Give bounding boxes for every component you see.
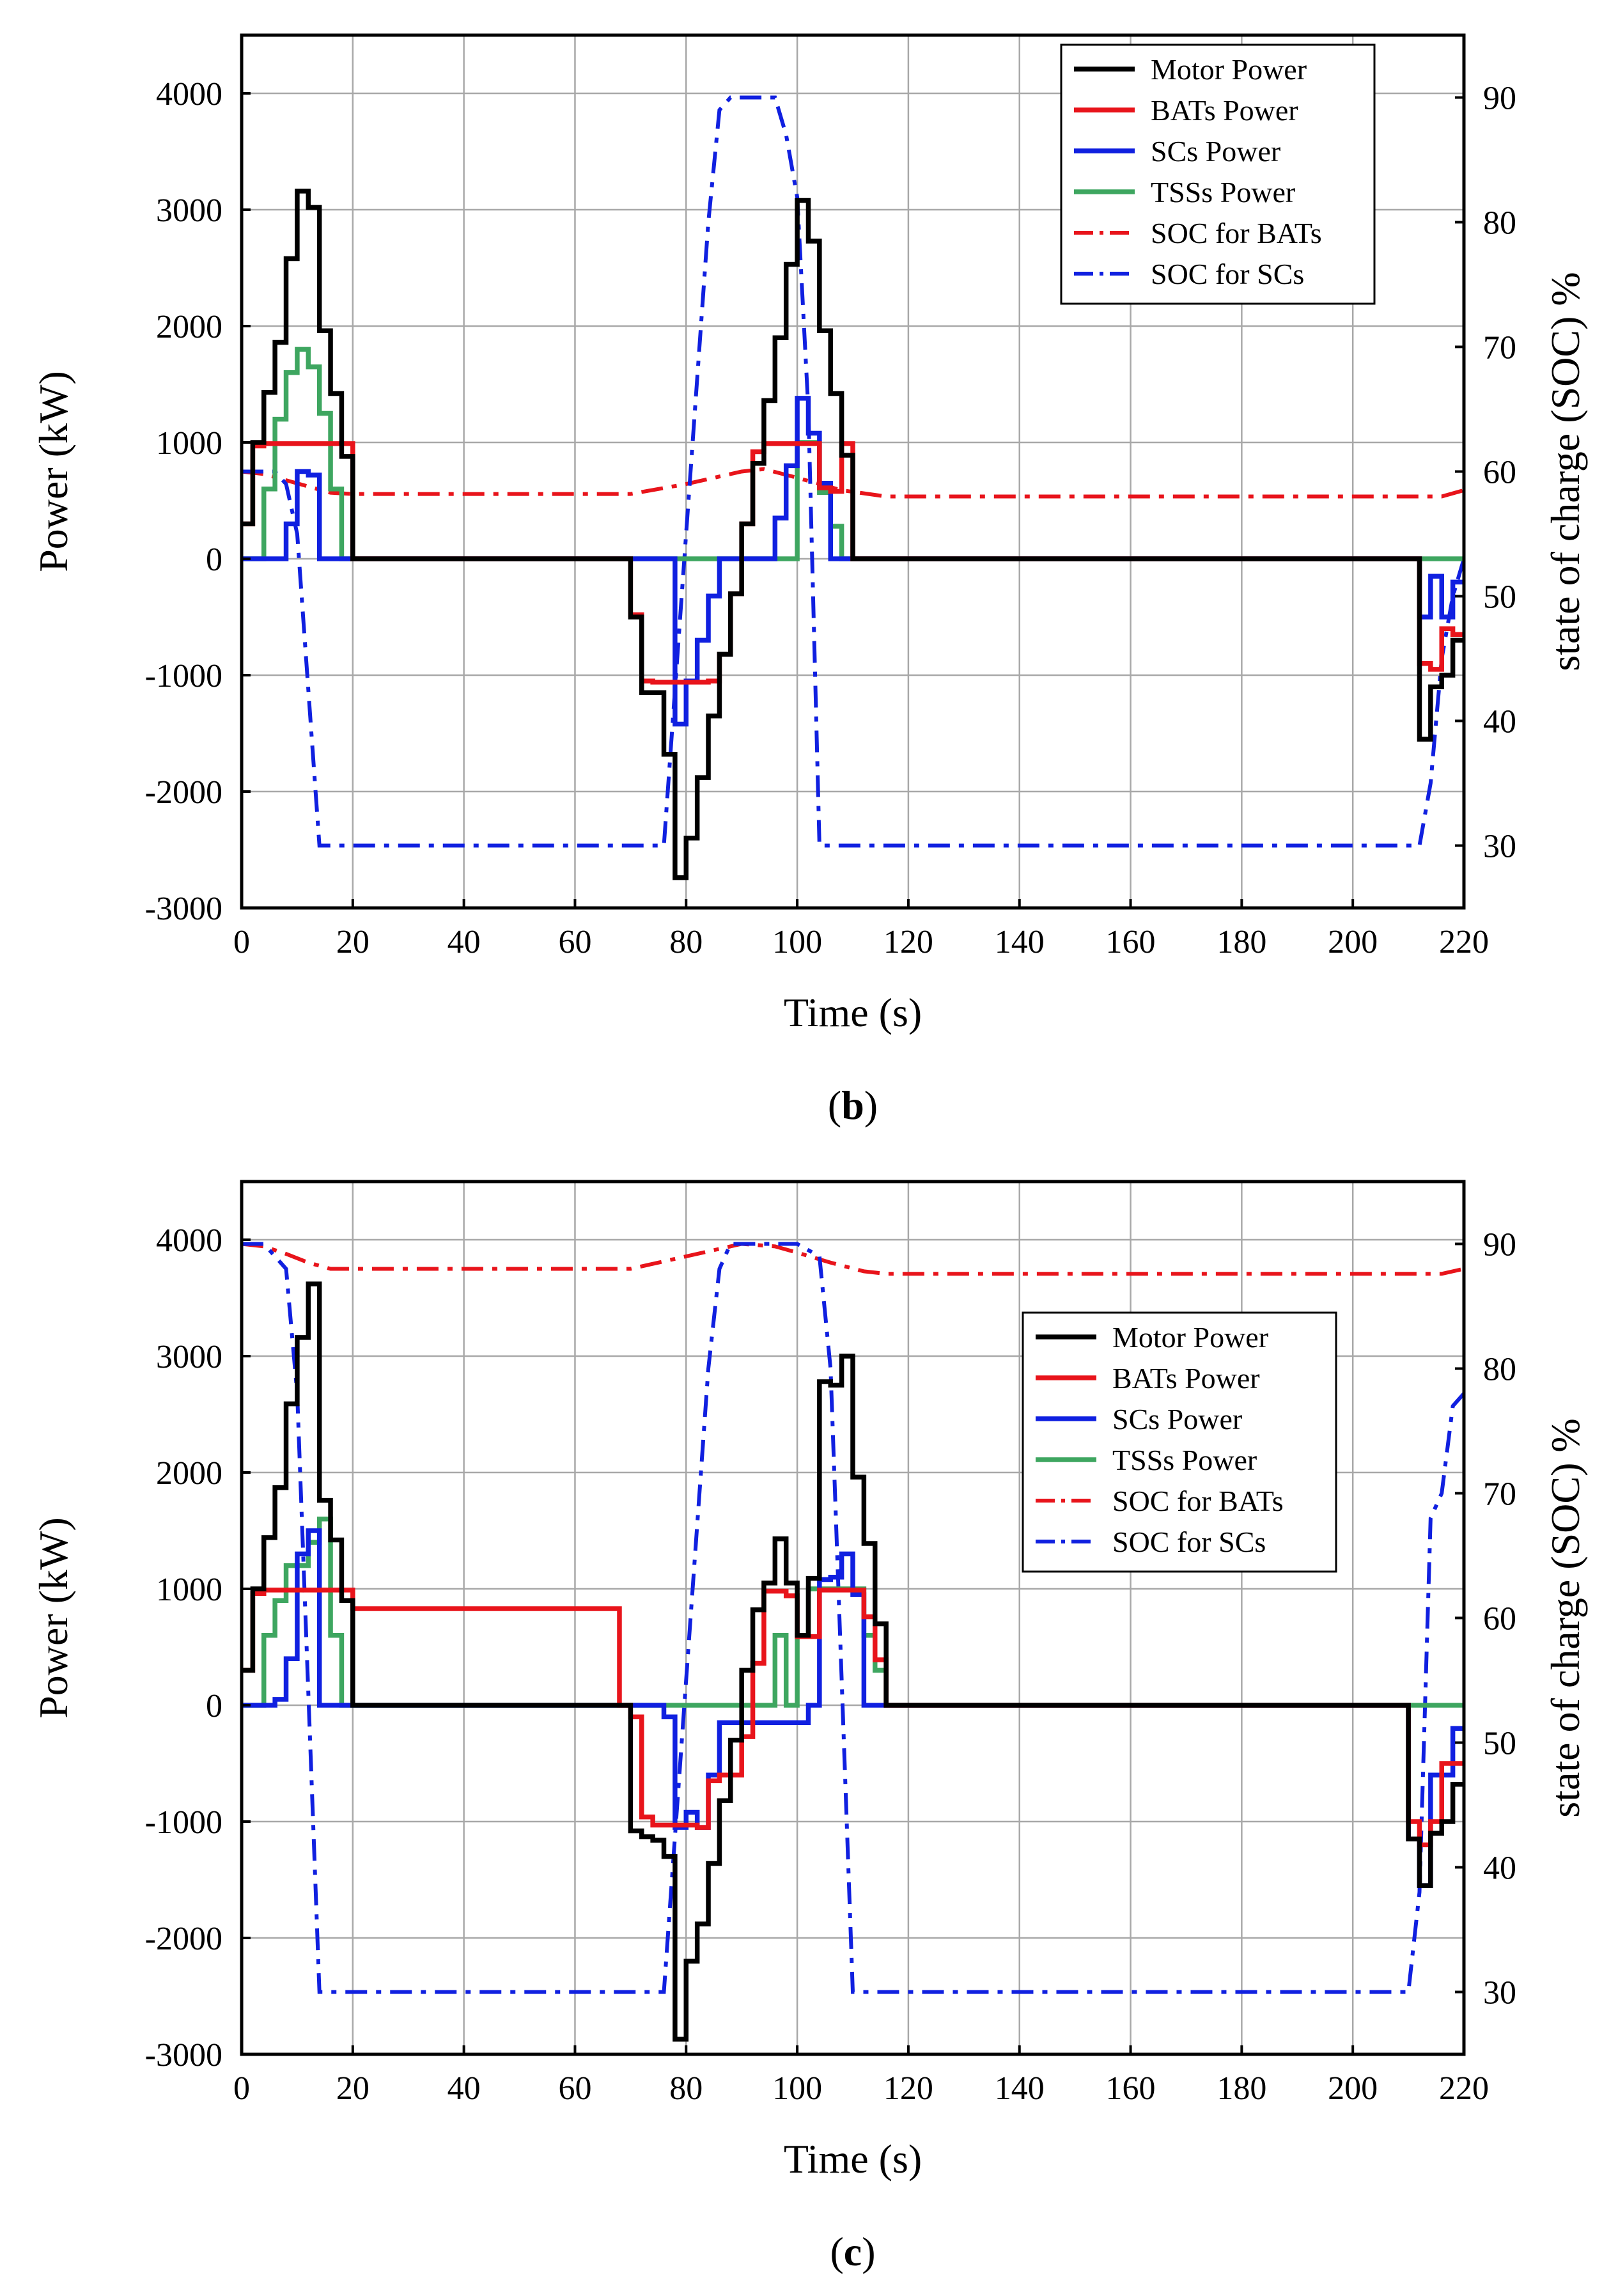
legend-label: SOC for BATs [1112, 1485, 1284, 1517]
chart-c-svg: 0 20 40 60 80 100 120 140 160 180 200 220 -3000 -2000… [31, 1180, 1588, 2274]
legend-label: Motor Power [1112, 1321, 1268, 1354]
x-tick-label: 40 [447, 2070, 481, 2107]
y-tick-label: -3000 [145, 2037, 222, 2073]
series-line-scs-power [242, 1528, 1464, 1888]
x-tick-label: 120 [883, 2070, 933, 2107]
y-tick-label: -2000 [145, 1921, 222, 1957]
y2-tick-label: 60 [1483, 1601, 1516, 1637]
y-tick-label: 1000 [156, 1572, 222, 1608]
series-line-motor-power [242, 189, 1464, 880]
x-tick-label: 20 [336, 924, 369, 960]
y-tick-label: 2000 [156, 1455, 222, 1492]
y2-tick-label: 70 [1483, 330, 1516, 366]
legend-label: TSSs Power [1112, 1444, 1257, 1476]
legend-box [1060, 43, 1376, 305]
x-tick-label: 40 [447, 924, 481, 960]
legend-label: TSSs Power [1151, 176, 1295, 208]
x-axis-title: Time (s) [784, 990, 922, 1035]
x-tick-label: 160 [1106, 2070, 1156, 2107]
y2-tick-label: 80 [1483, 1352, 1516, 1388]
y-tick-label: 1000 [156, 425, 222, 462]
y2-tick-label: 60 [1483, 455, 1516, 491]
y-tick-label: -3000 [145, 891, 222, 927]
y2-tick-label: 40 [1483, 1850, 1516, 1887]
y2-axis-title: state of charge (SOC) % [1543, 1418, 1588, 1817]
y2-tick-label: 30 [1483, 829, 1516, 865]
y-tick-label: -2000 [145, 774, 222, 811]
x-tick-label: 220 [1439, 2070, 1489, 2107]
x-tick-label: 0 [233, 924, 250, 960]
x-tick-label: 60 [558, 924, 591, 960]
x-tick-label: 180 [1217, 924, 1266, 960]
series-line-soc-for-scs [242, 1242, 1464, 1994]
x-tick-label: 140 [995, 924, 1045, 960]
x-tick-label: 80 [669, 924, 703, 960]
x-tick-label: 120 [883, 924, 933, 960]
y-axis-title: Power (kW) [31, 1517, 76, 1719]
x-tick-label: 180 [1217, 2070, 1266, 2107]
y-tick-label: 0 [206, 1688, 222, 1724]
chart-b-svg: 0 20 40 60 80 100 120 140 160 180 200 220 -3000 -2000… [31, 33, 1588, 1128]
series-line-soc-for-bats [242, 467, 1464, 499]
y2-tick-label: 40 [1483, 704, 1516, 740]
series-line-bats-power [242, 1588, 1464, 1848]
y2-tick-label: 90 [1483, 81, 1516, 117]
legend-box [1022, 1311, 1337, 1573]
y-tick-label: 3000 [156, 192, 222, 229]
x-tick-label: 100 [772, 2070, 822, 2107]
x-tick-label: 0 [233, 2070, 250, 2107]
y-axis-title: Power (kW) [31, 371, 76, 572]
y-tick-label: -1000 [145, 1804, 222, 1841]
legend-label: BATs Power [1151, 94, 1298, 127]
legend-label: SCs Power [1112, 1403, 1242, 1435]
legend-label: SOC for SCs [1112, 1526, 1266, 1558]
chart-panel-b: 0 20 40 60 80 100 120 140 160 180 200 220 -3000 -2000… [0, 0, 1618, 1146]
y-tick-label: 2000 [156, 309, 222, 345]
legend-label: SCs Power [1151, 135, 1280, 168]
y2-tick-label: 80 [1483, 205, 1516, 242]
y-tick-label: 0 [206, 542, 222, 578]
y2-tick-label: 70 [1483, 1476, 1516, 1513]
x-tick-label: 100 [772, 924, 822, 960]
series-line-soc-for-scs [242, 95, 1464, 848]
y2-axis-title: state of charge (SOC) % [1543, 272, 1588, 671]
series-line-motor-power [242, 1281, 1464, 2042]
chart-panel-c: 0 20 40 60 80 100 120 140 160 180 200 220 -3000 -2000… [0, 1146, 1618, 2293]
x-tick-label: 160 [1106, 924, 1156, 960]
legend-label: SOC for SCs [1151, 258, 1304, 290]
panel-label: (b) [828, 1082, 878, 1128]
x-tick-label: 80 [669, 2070, 703, 2107]
y2-tick-label: 90 [1483, 1227, 1516, 1263]
panel-label: (c) [830, 2229, 875, 2274]
y2-tick-label: 50 [1483, 579, 1516, 616]
x-tick-label: 220 [1439, 924, 1489, 960]
x-tick-label: 140 [995, 2070, 1045, 2107]
y-tick-label: -1000 [145, 658, 222, 694]
y2-tick-label: 30 [1483, 1975, 1516, 2011]
legend: Motor Power BATs Power SCs Power TSSs Power… [1060, 43, 1376, 305]
x-axis-title: Time (s) [784, 2136, 922, 2182]
x-tick-label: 200 [1328, 2070, 1378, 2107]
x-tick-label: 200 [1328, 924, 1378, 960]
x-tick-label: 20 [336, 2070, 369, 2107]
y2-tick-label: 50 [1483, 1726, 1516, 1762]
legend-label: BATs Power [1112, 1362, 1260, 1394]
series-group [242, 1242, 1464, 2042]
y-tick-label: 4000 [156, 1222, 222, 1259]
series-line-tsss-power [242, 347, 1464, 561]
series-group [242, 95, 1464, 880]
legend: Motor Power BATs Power SCs Power TSSs Power… [1022, 1311, 1337, 1573]
legend-label: Motor Power [1151, 53, 1307, 86]
y-tick-label: 3000 [156, 1339, 222, 1375]
y-tick-label: 4000 [156, 76, 222, 113]
series-line-soc-for-bats [242, 1242, 1464, 1276]
legend-label: SOC for BATs [1151, 217, 1322, 249]
x-tick-label: 60 [558, 2070, 591, 2107]
